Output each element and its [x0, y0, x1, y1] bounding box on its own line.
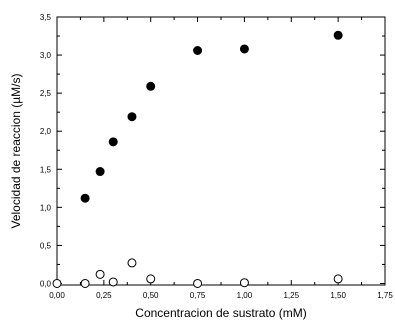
data-point-open — [52, 278, 62, 288]
x-tick-label: 0,00 — [49, 291, 65, 300]
data-point-filled — [95, 167, 105, 177]
data-point-open — [127, 258, 137, 268]
data-point-filled — [80, 193, 90, 203]
plot-frame — [56, 16, 386, 286]
x-tick-label: 0,75 — [190, 291, 206, 300]
data-point-open — [80, 278, 90, 288]
y-tick-label: 0,5 — [40, 241, 52, 250]
data-point-filled — [239, 44, 249, 54]
x-axis-title: Concentracion de sustrato (mM) — [135, 306, 306, 320]
data-points — [52, 30, 343, 288]
x-tick-label: 1,50 — [330, 291, 346, 300]
data-point-filled — [193, 46, 203, 55]
data-point-open — [193, 278, 203, 288]
y-tick-labels: 0,0 0,5 1,0 1,5 2,0 2,5 3,0 3,5 — [40, 13, 52, 288]
data-point-open — [333, 274, 343, 284]
y-tick-label: 3,5 — [40, 13, 52, 22]
y-tick-label: 1,0 — [40, 203, 52, 212]
data-point-open — [239, 278, 249, 288]
x-tick-label: 0,50 — [143, 291, 159, 300]
y-tick-label: 3,0 — [40, 51, 52, 60]
y-tick-label: 2,5 — [40, 89, 52, 98]
y-tick-label: 2,0 — [40, 127, 52, 136]
x-tick-label: 1,25 — [283, 291, 299, 300]
x-tick-label: 0,25 — [96, 291, 112, 300]
x-tick-labels: 0,00 0,25 0,50 0,75 1,00 1,25 1,50 1,75 — [49, 291, 393, 300]
data-point-open — [108, 277, 118, 287]
data-point-filled — [333, 30, 343, 40]
y-tick-label: 1,5 — [40, 165, 52, 174]
y-axis-title: Velocidad de reaccion (µM/s) — [9, 74, 23, 229]
data-point-open — [95, 269, 105, 279]
x-tick-label: 1,75 — [377, 291, 393, 300]
x-tick-label: 1,00 — [237, 291, 253, 300]
data-point-filled — [146, 81, 156, 91]
data-point-filled — [127, 112, 137, 122]
axis-ticks — [56, 16, 386, 285]
y-tick-label: 0,0 — [40, 279, 52, 288]
data-point-open — [146, 274, 156, 284]
data-point-filled — [108, 137, 118, 147]
